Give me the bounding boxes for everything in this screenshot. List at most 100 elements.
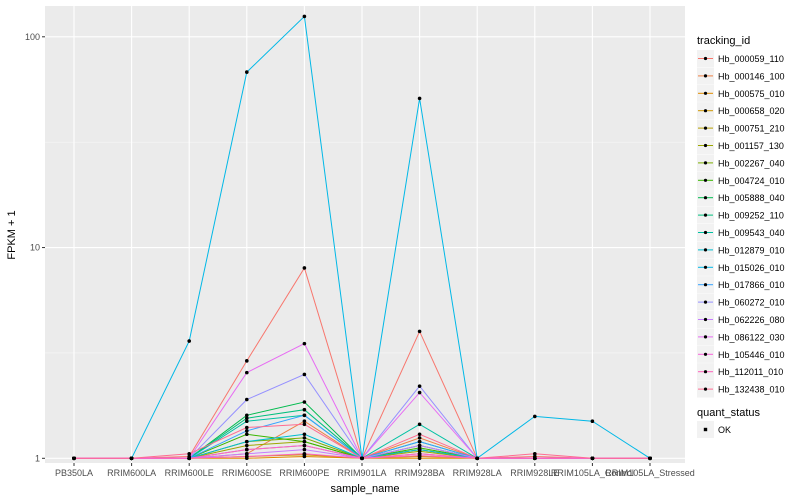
x-tick-label: PB350LA	[55, 468, 93, 478]
legend-key-point	[703, 56, 708, 61]
legend-key-point	[703, 265, 708, 269]
legend-key-point	[703, 370, 708, 374]
legend-key-point	[703, 178, 708, 182]
legend-label: Hb_000059_110	[718, 54, 784, 64]
legend-label: Hb_105446_010	[718, 350, 785, 360]
legend-label: Hb_015026_010	[718, 263, 785, 273]
data-point-Hb_112011_010	[245, 454, 249, 459]
legend-label: Hb_000751_210	[718, 124, 785, 134]
series-points	[72, 14, 652, 461]
legend-label: Hb_001157_130	[718, 141, 784, 151]
data-point-Hb_015026_010	[187, 339, 191, 343]
data-point-Hb_132438_010	[475, 456, 480, 461]
data-point-Hb_009252_110	[245, 416, 249, 420]
plot-panel	[45, 6, 685, 463]
data-point-Hb_112011_010	[417, 453, 422, 458]
legend-label: Hb_004724_010	[718, 176, 785, 186]
data-point-Hb_017866_010	[245, 429, 249, 433]
data-point-Hb_112011_010	[187, 456, 191, 461]
y-tick-label: 1	[35, 453, 40, 463]
legend-label: Hb_009543_040	[718, 228, 785, 238]
legend-key-point	[703, 335, 708, 339]
legend-label: Hb_060272_010	[718, 298, 785, 308]
data-point-Hb_012879_010	[245, 439, 249, 444]
legend-label: Hb_012879_010	[718, 245, 785, 255]
x-tick-label: RRIM928LE	[510, 468, 559, 478]
data-point-Hb_132438_010	[129, 456, 134, 461]
data-point-Hb_105446_010	[302, 443, 307, 448]
data-point-Hb_105446_010	[245, 447, 249, 452]
legend-label: Hb_005888_040	[718, 193, 785, 203]
data-point-Hb_112011_010	[533, 456, 537, 461]
legend-label: Hb_000658_020	[718, 106, 785, 116]
x-tick-label: RRIM600PE	[279, 468, 329, 478]
data-point-Hb_062226_080	[245, 452, 249, 456]
x-tick-label: RRIM600LA	[107, 468, 156, 478]
data-point-Hb_132438_010	[590, 456, 595, 461]
y-tick-label: 100	[25, 32, 40, 42]
data-point-Hb_004724_010	[302, 439, 307, 444]
data-point-Hb_004724_010	[245, 432, 249, 437]
y-axis-title: FPKM + 1	[6, 210, 18, 259]
legend-label: Hb_112011_010	[718, 367, 783, 377]
data-point-Hb_062226_080	[417, 443, 422, 448]
data-point-Hb_086122_030	[245, 370, 249, 375]
data-point-Hb_062226_080	[302, 447, 307, 452]
data-point-Hb_000146_100	[302, 419, 307, 423]
grid-major	[45, 6, 685, 463]
legend-label: Hb_000146_100	[718, 71, 785, 81]
legend-label: Hb_062226_080	[718, 315, 785, 325]
legend-title: tracking_id	[697, 35, 750, 47]
legend-quant-status-title: quant_status	[697, 407, 760, 419]
y-axis: 1 10 100	[25, 32, 45, 463]
x-tick-label: RRIM600LE	[165, 468, 214, 478]
legend-key-point	[703, 230, 708, 235]
legend-key-point	[703, 283, 708, 287]
data-point-Hb_132438_010	[417, 432, 422, 437]
data-point-Hb_132438_010	[360, 456, 364, 461]
data-point-Hb_015026_010	[245, 70, 249, 74]
legend-label: Hb_132438_010	[718, 385, 785, 395]
data-point-Hb_015026_010	[417, 96, 422, 101]
data-point-Hb_002267_040	[302, 436, 307, 440]
data-point-Hb_132438_010	[648, 456, 652, 461]
legend-label: Hb_009252_110	[718, 211, 784, 221]
data-point-Hb_132438_010	[187, 452, 191, 456]
data-point-Hb_009543_040	[245, 419, 249, 423]
legend-label: Hb_000575_010	[718, 89, 785, 99]
legend-key-point	[703, 161, 708, 165]
legend-key-point	[703, 317, 708, 322]
data-point-Hb_060272_010	[245, 397, 249, 402]
x-axis: PB350LA RRIM600LA RRIM600LE RRIM600SE RRIM60…	[55, 463, 695, 478]
y-tick-label: 10	[30, 243, 40, 253]
legend: tracking_id Hb_000059_110 Hb_000146_100 Hb…	[697, 35, 785, 398]
legend-label: Hb_002267_040	[718, 158, 785, 168]
data-point-Hb_086122_030	[417, 390, 422, 395]
data-point-Hb_009543_040	[417, 422, 422, 427]
legend-key-point	[703, 300, 708, 304]
legend-label: OK	[718, 425, 731, 435]
data-point-Hb_000059_110	[302, 266, 307, 270]
data-point-Hb_009252_110	[302, 407, 307, 412]
x-tick-label: RRIM105LA_Control	[551, 468, 634, 478]
legend-key-point	[703, 74, 708, 78]
data-point-Hb_132438_010	[72, 456, 76, 461]
x-tick-label: RRIM901LA	[337, 468, 386, 478]
legend-key-point	[703, 143, 708, 148]
data-point-Hb_000146_100	[417, 436, 422, 440]
data-point-Hb_132438_010	[302, 422, 307, 427]
data-point-Hb_017866_010	[417, 439, 422, 444]
legend-key-point	[703, 213, 708, 217]
grid-minor	[45, 141, 685, 354]
legend-label: Hb_017866_010	[718, 280, 785, 290]
data-point-Hb_005888_040	[245, 413, 249, 418]
data-point-Hb_001157_130	[245, 443, 249, 448]
data-point-Hb_000059_110	[417, 329, 422, 334]
data-point-Hb_012879_010	[302, 432, 307, 437]
data-point-Hb_015026_010	[533, 414, 537, 419]
x-tick-label: RRIM928BA	[395, 468, 445, 478]
data-point-Hb_015026_010	[590, 419, 595, 423]
legend-key-point	[703, 109, 708, 113]
data-point-Hb_012879_010	[417, 447, 422, 452]
